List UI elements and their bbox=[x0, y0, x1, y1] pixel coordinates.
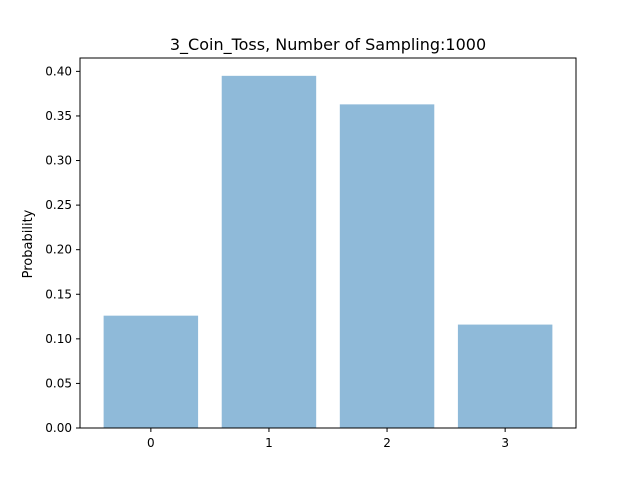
bar-3 bbox=[457, 324, 553, 428]
y-tick-label: 0.10 bbox=[45, 332, 72, 346]
chart-title: 3_Coin_Toss, Number of Sampling:1000 bbox=[170, 35, 486, 55]
y-tick-label: 0.30 bbox=[45, 154, 72, 168]
y-axis-label: Probability bbox=[21, 209, 36, 278]
y-tick-label: 0.25 bbox=[45, 198, 72, 212]
bars-group bbox=[103, 75, 553, 428]
y-tick-label: 0.35 bbox=[45, 109, 72, 123]
y-axis-ticks: 0.00 0.05 0.10 0.15 0.20 0.25 0.30 0.35 0.40 bbox=[45, 64, 80, 435]
x-tick-label: 3 bbox=[501, 436, 509, 450]
y-tick-label: 0.40 bbox=[45, 64, 72, 78]
plot-frame bbox=[79, 57, 577, 429]
y-tick-label: 0.15 bbox=[45, 287, 72, 301]
x-tick-label: 0 bbox=[147, 436, 155, 450]
x-axis-ticks: 0 1 2 3 bbox=[147, 428, 509, 450]
bar-1 bbox=[221, 75, 317, 428]
bar-2 bbox=[339, 104, 435, 428]
y-tick-label: 0.05 bbox=[45, 376, 72, 390]
bar-0 bbox=[103, 315, 199, 428]
x-tick-label: 1 bbox=[265, 436, 273, 450]
x-tick-label: 2 bbox=[383, 436, 391, 450]
y-tick-label: 0.20 bbox=[45, 243, 72, 257]
y-tick-label: 0.00 bbox=[45, 421, 72, 435]
